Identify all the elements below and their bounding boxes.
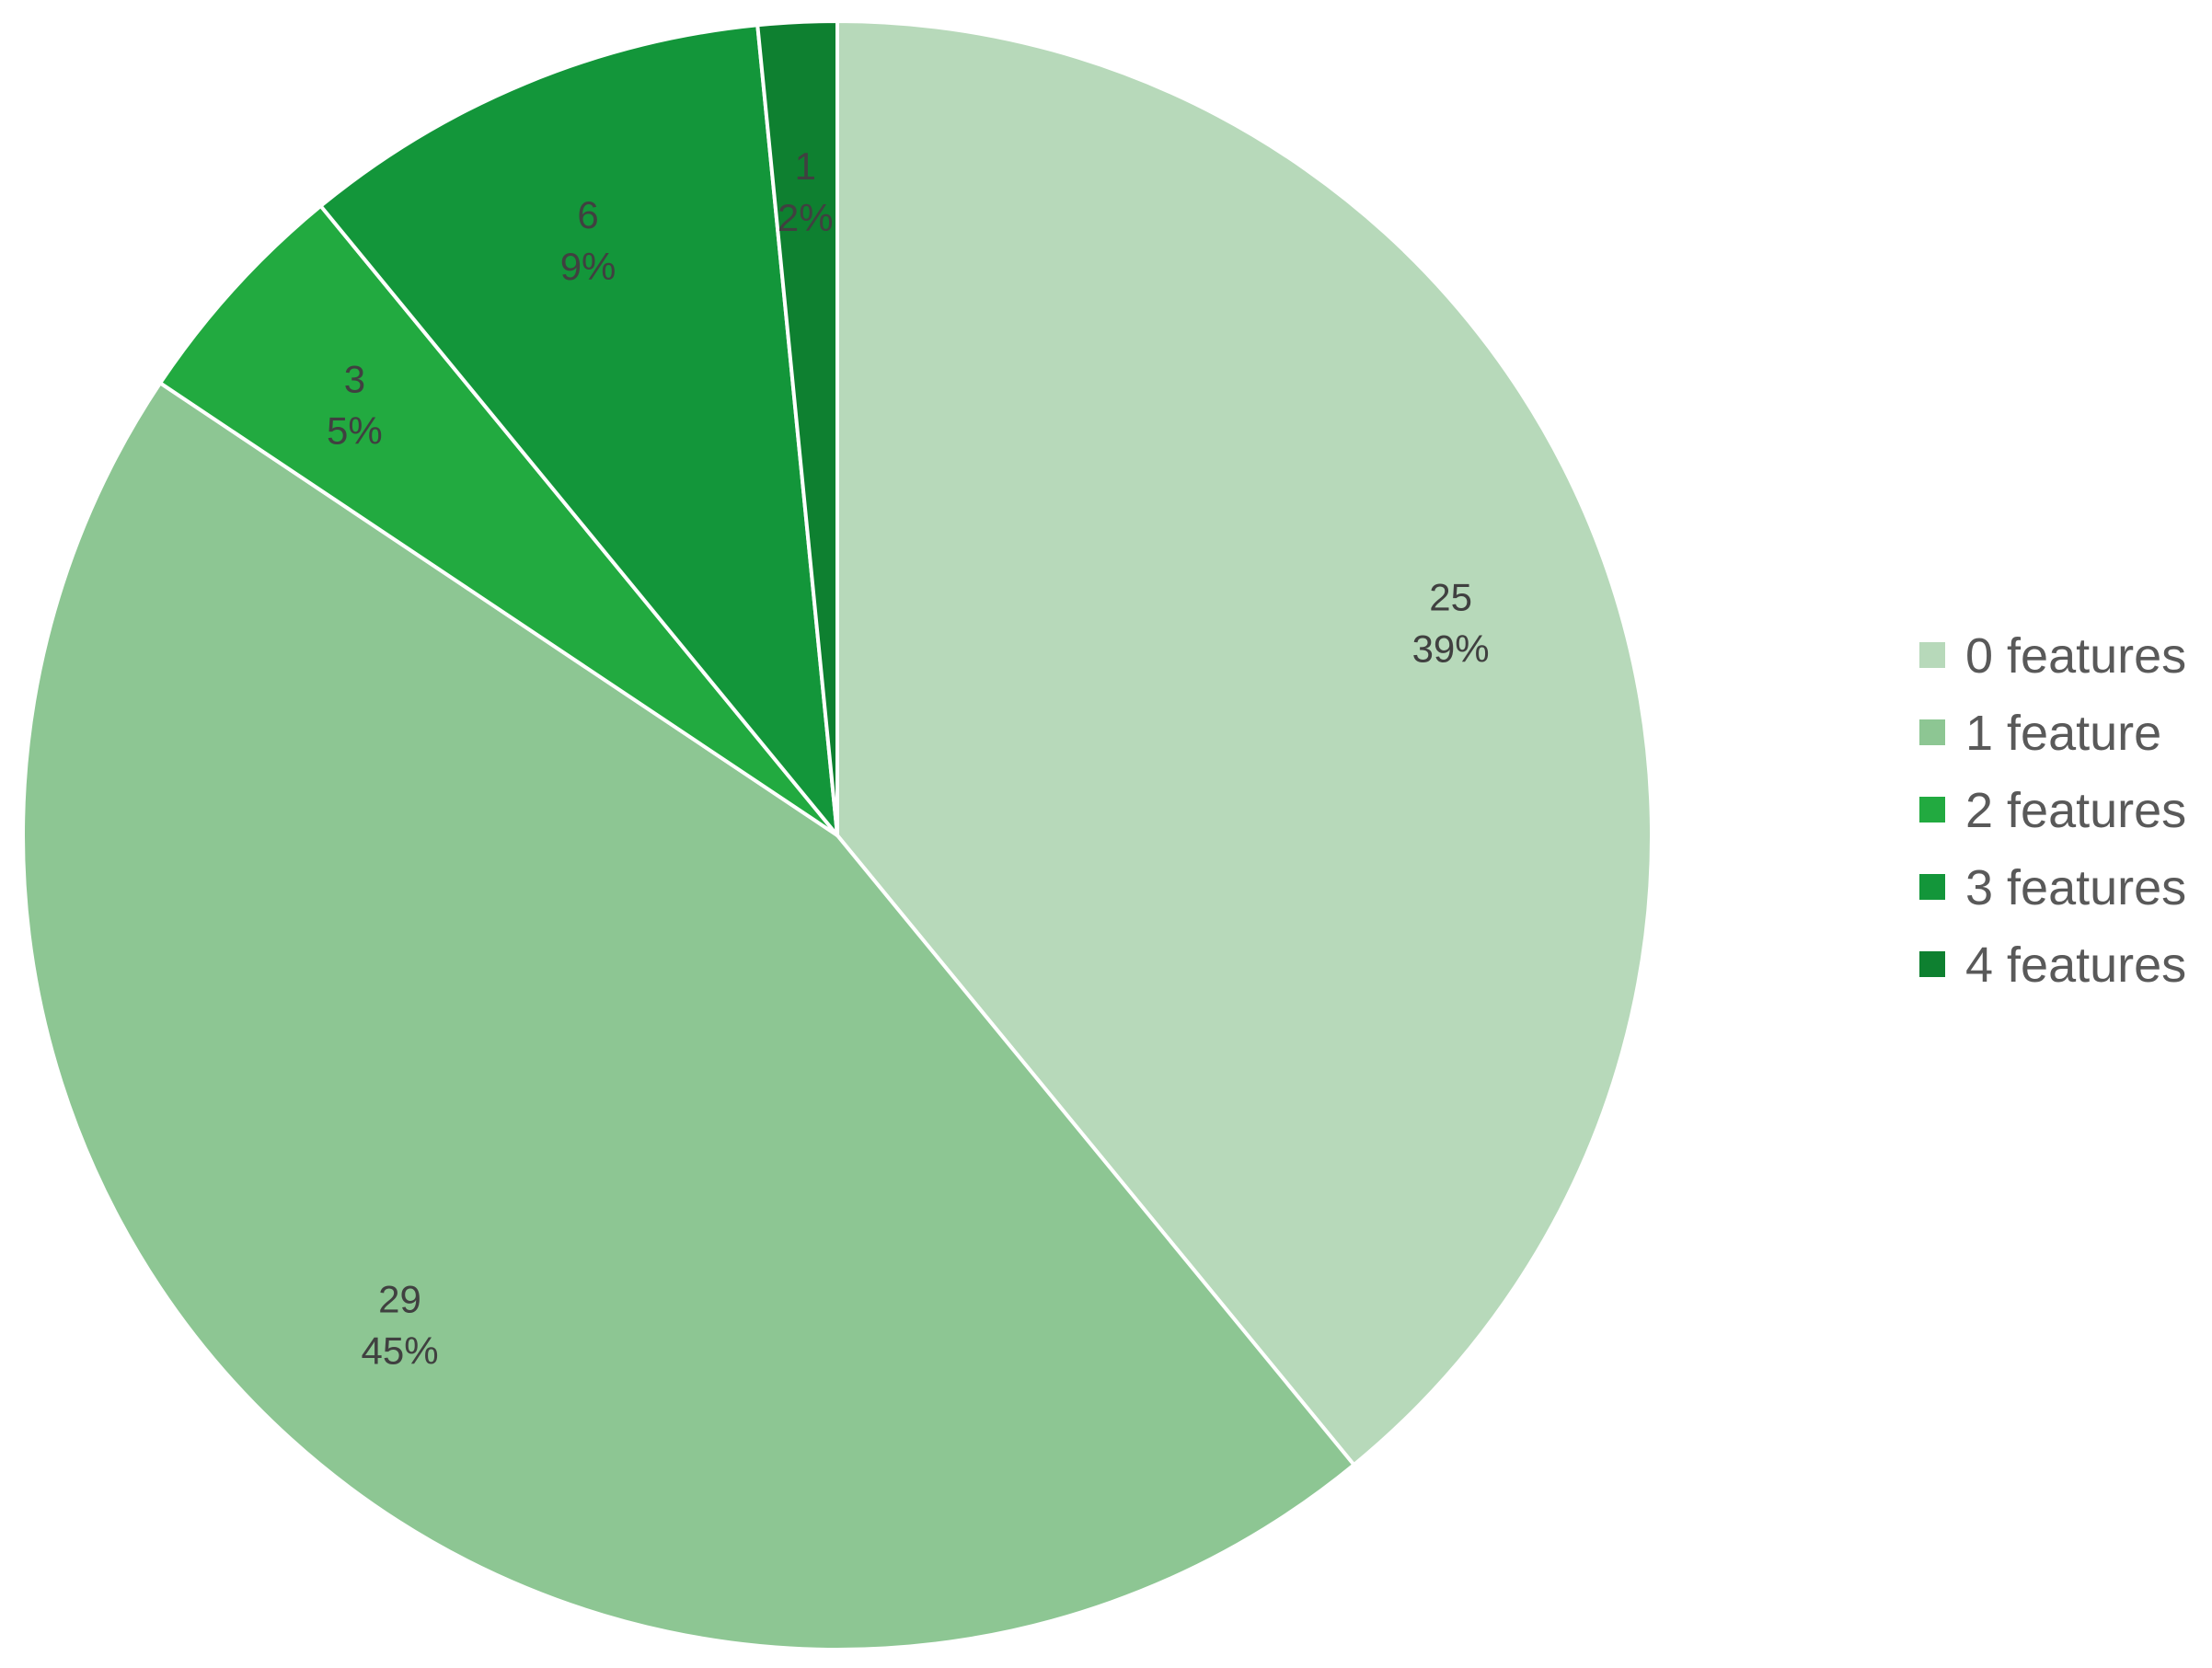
data-label-3-features: 6 9% xyxy=(560,193,616,288)
legend-swatch xyxy=(1919,797,1945,822)
pie-slice-2-features xyxy=(158,203,839,837)
pie-slice-1-feature xyxy=(21,381,1356,1651)
legend-swatch xyxy=(1919,874,1945,900)
data-labels-layer: 25 39%29 45%3 5%6 9%1 2% xyxy=(327,144,1490,1373)
data-label-percent: 2% xyxy=(778,196,834,239)
data-label-value: 25 xyxy=(1429,575,1472,618)
slices-layer xyxy=(21,19,1653,1651)
legend-label: 1 feature xyxy=(1965,706,2161,761)
data-label-value: 1 xyxy=(795,144,816,188)
data-label-1-feature: 29 45% xyxy=(362,1278,439,1373)
legend-swatch xyxy=(1919,951,1945,977)
legend-item-0-features: 0 features xyxy=(1919,628,2186,684)
data-label-2-features: 3 5% xyxy=(327,358,383,453)
pie-slice-4-features xyxy=(755,19,839,837)
legend: 0 features 1 feature 2 features 3 features 4… xyxy=(1919,628,2186,993)
pie-slice-3-features xyxy=(318,23,839,837)
legend-label: 2 features xyxy=(1965,783,2186,838)
pie-slice-0-features xyxy=(835,19,1653,1467)
data-label-0-features: 25 39% xyxy=(1412,575,1490,670)
legend-label: 3 features xyxy=(1965,860,2186,915)
data-label-value: 29 xyxy=(378,1278,421,1321)
legend-item-2-features: 2 features xyxy=(1919,783,2186,838)
data-label-percent: 39% xyxy=(1412,627,1490,670)
data-label-percent: 5% xyxy=(327,409,383,453)
data-label-4-features: 1 2% xyxy=(778,144,834,239)
data-label-percent: 45% xyxy=(362,1329,439,1373)
legend-item-1-feature: 1 feature xyxy=(1919,706,2161,761)
legend-label: 0 features xyxy=(1965,628,2186,684)
data-label-value: 6 xyxy=(577,193,598,236)
legend-swatch xyxy=(1919,719,1945,745)
legend-swatch xyxy=(1919,642,1945,668)
data-label-percent: 9% xyxy=(560,245,616,288)
data-label-value: 3 xyxy=(344,358,365,401)
legend-label: 4 features xyxy=(1965,938,2186,993)
legend-item-3-features: 3 features xyxy=(1919,860,2186,915)
legend-item-4-features: 4 features xyxy=(1919,938,2186,993)
